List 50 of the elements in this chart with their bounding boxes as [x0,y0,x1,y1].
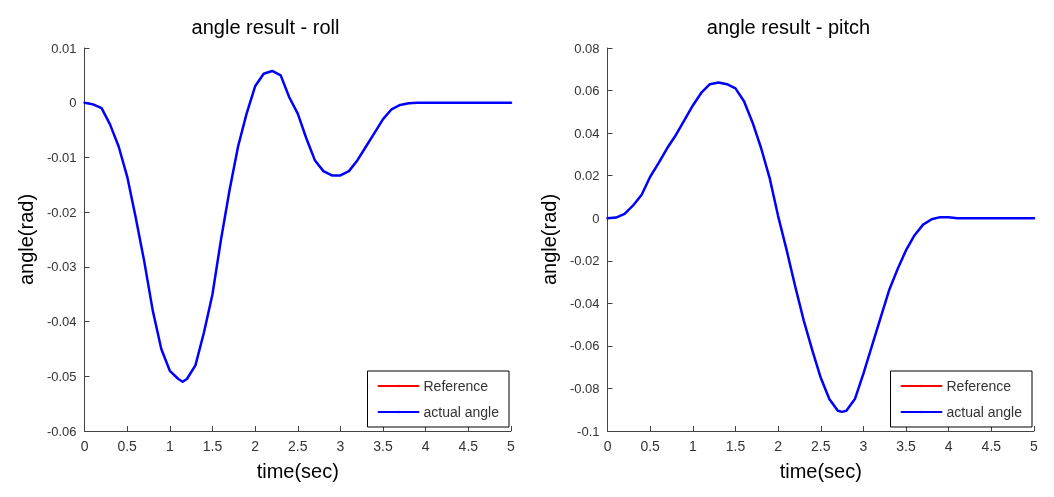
y-tick-label: -0.06 [46,423,77,439]
y-tick-label: 0.02 [574,168,600,184]
legend-label: actual angle [946,404,1023,420]
y-axis-title: angle(rad) [15,193,37,286]
x-tick-label: 2 [774,438,783,454]
legend-label: Reference [423,378,489,394]
x-tick-label: 4 [421,438,430,454]
y-tick-label: 0 [592,210,600,226]
y-tick-label: -0.02 [569,253,600,269]
x-tick-label: 3.5 [373,438,393,454]
y-tick-label: -0.05 [46,368,77,384]
y-tick-label: -0.1 [577,423,600,439]
y-tick-label: -0.03 [46,259,77,275]
x-tick-label: 0.5 [640,438,661,454]
y-tick-label: -0.01 [46,149,77,165]
x-tick-label: 1 [688,438,697,454]
x-tick-label: 1 [165,438,174,454]
x-tick-label: 3 [859,438,868,454]
x-tick-label: 2 [251,438,260,454]
x-tick-label: 4.5 [458,438,479,454]
y-axis-title: angle(rad) [538,193,560,286]
x-tick-label: 0 [80,438,89,454]
x-tick-label: 3 [336,438,345,454]
y-tick-label: 0 [69,95,77,111]
legend-label: Reference [946,378,1012,394]
x-tick-label: 5 [1030,438,1039,454]
y-tick-label: 0.01 [51,40,77,56]
x-tick-label: 1.5 [725,438,746,454]
y-tick-label: 0.04 [574,125,600,141]
x-tick-label: 4.5 [981,438,1002,454]
x-axis-title: time(sec) [256,460,339,482]
x-tick-label: 2.5 [811,438,831,454]
x-tick-label: 1.5 [202,438,223,454]
legend-label: actual angle [423,404,500,420]
x-axis-title: time(sec) [779,460,862,482]
y-tick-label: -0.02 [46,204,77,220]
x-tick-label: 3.5 [896,438,916,454]
chart-title: angle result - roll [191,16,340,38]
y-tick-label: 0.06 [574,83,600,99]
x-tick-label: 0.5 [117,438,138,454]
y-tick-label: -0.06 [569,338,600,354]
y-tick-label: -0.04 [569,295,600,311]
x-tick-label: 0 [603,438,612,454]
x-tick-label: 4 [944,438,953,454]
y-tick-label: -0.04 [46,314,77,330]
y-tick-label: 0.08 [574,40,600,56]
x-tick-label: 2.5 [288,438,308,454]
y-tick-label: -0.08 [569,380,600,396]
chart-title: angle result - pitch [706,16,871,38]
x-tick-label: 5 [507,438,516,454]
